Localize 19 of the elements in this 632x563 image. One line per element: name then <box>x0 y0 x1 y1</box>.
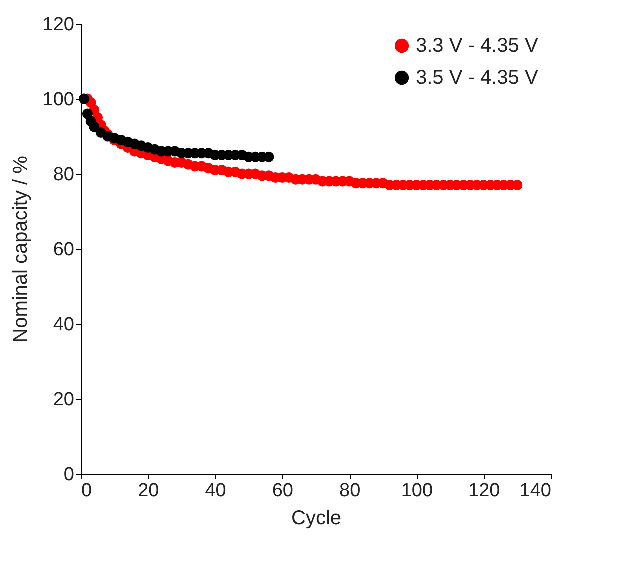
x-tick-label: 140 <box>520 480 552 502</box>
legend-label: 3.5 V - 4.35 V <box>416 67 539 89</box>
y-tick-label: 60 <box>53 240 74 260</box>
x-tick-label: 100 <box>401 480 434 502</box>
y-tick-label: 100 <box>42 90 74 110</box>
x-axis-title: Cycle <box>291 508 342 530</box>
x-tick-label: 40 <box>205 480 226 502</box>
y-tick-label: 80 <box>53 164 74 186</box>
x-tick-label: 120 <box>468 480 500 502</box>
x-tick-label: 80 <box>340 480 361 502</box>
y-axis-title: Nominal capacity / % <box>10 156 32 343</box>
y-tick-label: 0 <box>64 464 74 486</box>
y-tick-label: 40 <box>53 314 74 336</box>
x-tick-label: 60 <box>272 480 294 502</box>
legend-label: 3.3 V - 4.35 V <box>416 35 539 57</box>
x-tick-label: 20 <box>138 480 160 502</box>
y-tick-label: 120 <box>42 14 74 36</box>
y-tick-label: 20 <box>53 390 74 410</box>
x-tick-label: 0 <box>82 480 92 502</box>
